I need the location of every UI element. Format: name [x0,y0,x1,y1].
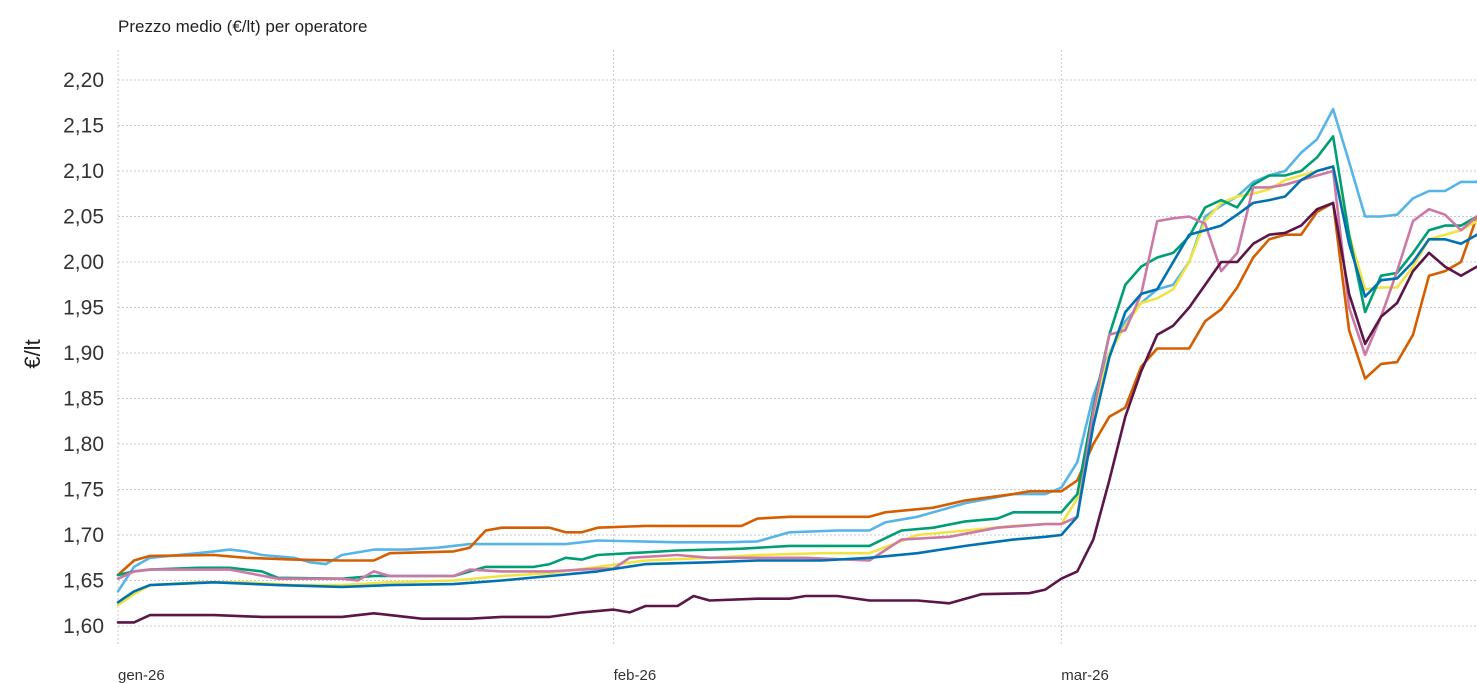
y-axis-ticks: 1,60 1,65 1,70 1,75 1,80 1,85 1,90 1,95 2,00 2,05… [63,69,104,638]
y-tick-label: 2,20 [63,69,104,92]
y-tick-label: 2,05 [63,206,104,229]
series-lines [116,107,1477,624]
x-tick-label: mar-26 [1061,667,1109,683]
x-tick-label: gen-26 [118,667,165,683]
y-tick-label: 1,60 [63,615,104,638]
y-tick-label: 1,65 [63,570,104,593]
y-tick-label: 1,85 [63,388,104,411]
chart-title: Prezzo medio (€/lt) per operatore [118,17,367,36]
y-tick-label: 1,95 [63,297,104,320]
y-tick-label: 1,90 [63,342,104,365]
x-axis-ticks: gen-26 feb-26 mar-26 [118,667,1109,683]
y-tick-label: 2,10 [63,160,104,183]
series-line-7 [116,201,1477,624]
y-tick-label: 1,75 [63,479,104,502]
y-axis-label: €/lt [20,339,45,368]
series-line-6 [116,165,1477,604]
y-tick-label: 1,80 [63,433,104,456]
series-line-4 [116,135,1477,580]
series-line-2 [116,201,1477,577]
y-tick-label: 2,15 [63,115,104,138]
series-line-3 [116,165,1477,607]
y-tick-label: 1,70 [63,524,104,547]
x-tick-label: feb-26 [614,667,657,683]
series-line-1 [116,107,1477,593]
grid-lines [117,50,1477,646]
y-tick-label: 2,00 [63,251,104,274]
